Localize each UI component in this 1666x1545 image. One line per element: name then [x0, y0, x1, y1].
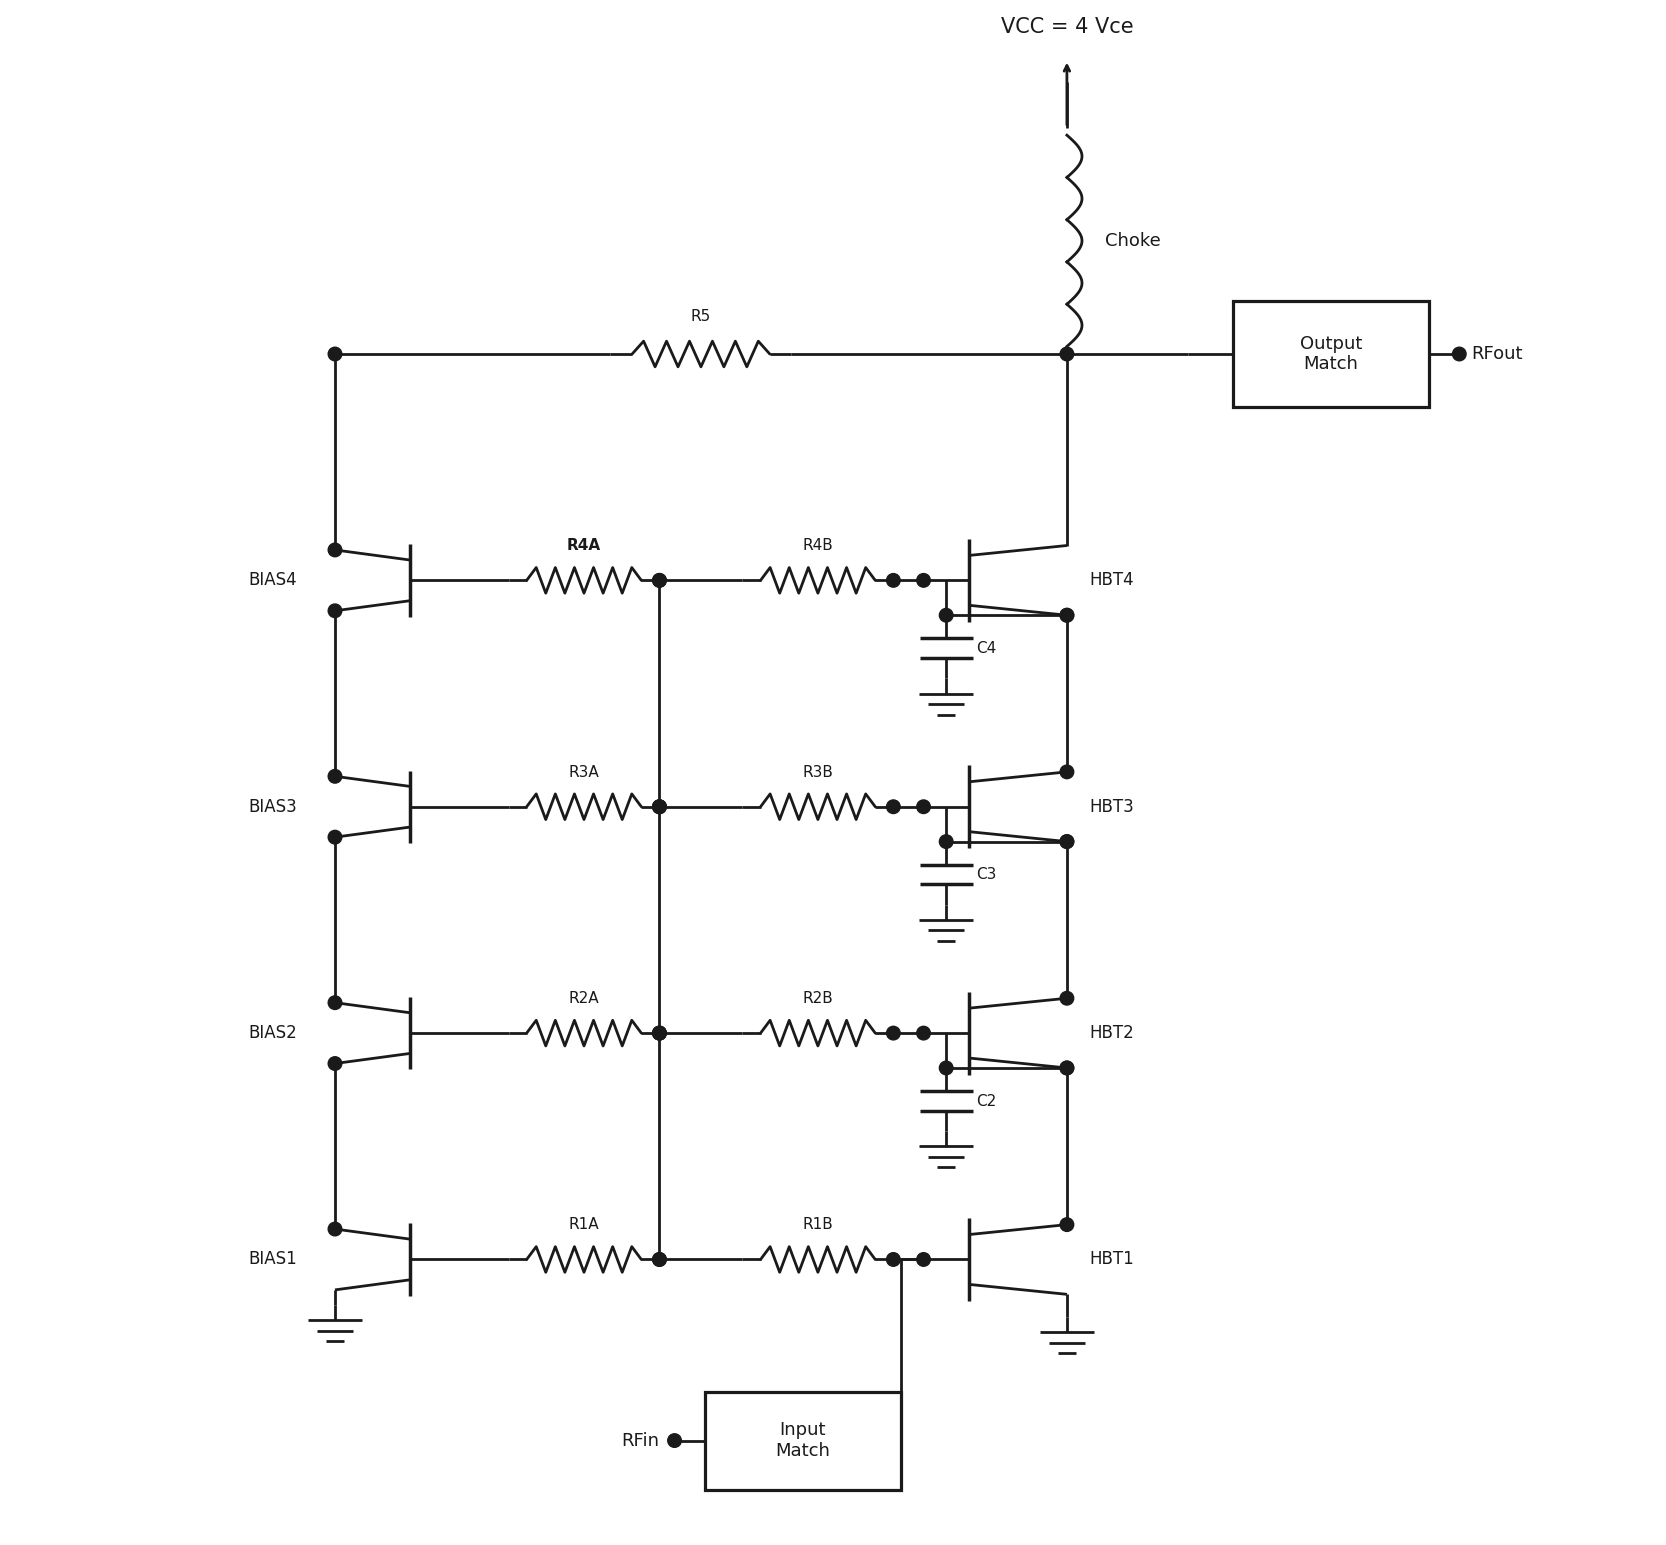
- Circle shape: [653, 1253, 666, 1267]
- Circle shape: [916, 800, 930, 814]
- Circle shape: [328, 1222, 342, 1236]
- Circle shape: [886, 1026, 900, 1040]
- Circle shape: [940, 1061, 953, 1075]
- Text: R1A: R1A: [568, 1217, 600, 1233]
- Circle shape: [886, 573, 900, 587]
- FancyBboxPatch shape: [705, 1392, 901, 1489]
- Circle shape: [653, 800, 666, 814]
- Text: RFin: RFin: [621, 1432, 660, 1449]
- Text: HBT1: HBT1: [1090, 1250, 1135, 1268]
- Text: Choke: Choke: [1105, 232, 1161, 250]
- Circle shape: [1060, 1217, 1073, 1231]
- Circle shape: [328, 830, 342, 844]
- Text: BIAS4: BIAS4: [248, 572, 297, 589]
- Text: HBT4: HBT4: [1090, 572, 1135, 589]
- Text: Output
Match: Output Match: [1299, 335, 1363, 374]
- Text: R3B: R3B: [803, 765, 833, 780]
- Circle shape: [328, 997, 342, 1009]
- Circle shape: [916, 573, 930, 587]
- Text: C3: C3: [976, 867, 996, 882]
- Circle shape: [1060, 834, 1073, 848]
- Circle shape: [668, 1434, 681, 1448]
- Circle shape: [1060, 609, 1073, 623]
- Circle shape: [916, 1253, 930, 1267]
- Text: R5: R5: [691, 309, 711, 324]
- Circle shape: [328, 604, 342, 618]
- Circle shape: [653, 800, 666, 814]
- Text: R2B: R2B: [803, 990, 833, 1006]
- Circle shape: [940, 834, 953, 848]
- Text: BIAS2: BIAS2: [248, 1024, 297, 1041]
- Circle shape: [653, 573, 666, 587]
- Circle shape: [1060, 348, 1073, 362]
- Circle shape: [886, 1253, 900, 1267]
- Circle shape: [916, 1026, 930, 1040]
- Text: R1B: R1B: [803, 1217, 833, 1233]
- Text: R4A: R4A: [566, 538, 601, 553]
- Text: BIAS1: BIAS1: [248, 1250, 297, 1268]
- Circle shape: [1060, 1061, 1073, 1075]
- Circle shape: [328, 769, 342, 783]
- Circle shape: [1060, 609, 1073, 623]
- Circle shape: [653, 573, 666, 587]
- Circle shape: [328, 1057, 342, 1071]
- Circle shape: [1060, 1061, 1073, 1075]
- Text: VCC = 4 Vce: VCC = 4 Vce: [1001, 17, 1133, 37]
- FancyBboxPatch shape: [1233, 301, 1429, 406]
- Circle shape: [653, 1253, 666, 1267]
- Text: R2A: R2A: [568, 990, 600, 1006]
- Circle shape: [1060, 765, 1073, 779]
- Text: Input
Match: Input Match: [775, 1421, 830, 1460]
- Circle shape: [653, 1026, 666, 1040]
- Text: R3A: R3A: [568, 765, 600, 780]
- Circle shape: [653, 1026, 666, 1040]
- Circle shape: [1453, 348, 1466, 362]
- Circle shape: [328, 348, 342, 362]
- Circle shape: [1060, 834, 1073, 848]
- Text: HBT2: HBT2: [1090, 1024, 1135, 1041]
- Text: R4B: R4B: [803, 538, 833, 553]
- Circle shape: [328, 544, 342, 556]
- Circle shape: [1060, 992, 1073, 1006]
- Text: C2: C2: [976, 1094, 996, 1108]
- Circle shape: [940, 609, 953, 623]
- Text: C4: C4: [976, 641, 996, 655]
- Circle shape: [653, 1026, 666, 1040]
- Text: HBT3: HBT3: [1090, 797, 1135, 816]
- Circle shape: [886, 800, 900, 814]
- Circle shape: [653, 800, 666, 814]
- Text: BIAS3: BIAS3: [248, 797, 297, 816]
- Text: RFout: RFout: [1471, 345, 1523, 363]
